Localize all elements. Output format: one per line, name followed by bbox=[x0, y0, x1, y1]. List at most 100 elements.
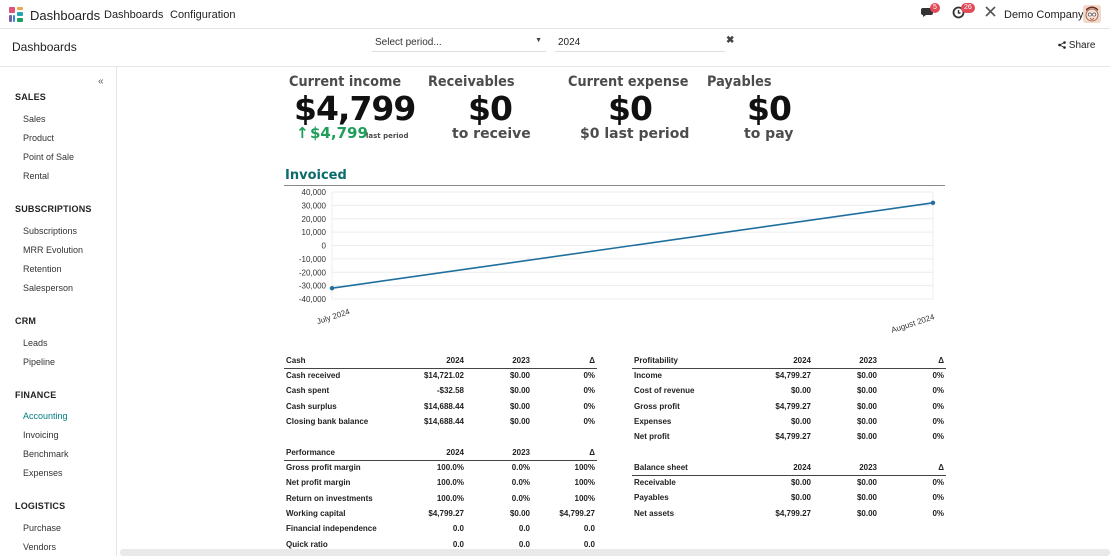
kpi-value-payables: $0 bbox=[747, 89, 792, 128]
cell: $0.00 bbox=[509, 401, 530, 411]
sidebar-item-retention[interactable]: Retention bbox=[23, 264, 62, 274]
cell: 0% bbox=[932, 386, 944, 396]
series-line bbox=[331, 202, 934, 289]
cell: 0.0 bbox=[518, 539, 530, 549]
cell: $4,799.27 bbox=[775, 508, 811, 518]
balance-sheet-header: Balance sheet bbox=[632, 461, 747, 476]
cell: $4,799.27 bbox=[428, 509, 464, 519]
cell: $0.00 bbox=[790, 386, 811, 396]
col-delta: Δ bbox=[879, 354, 946, 369]
y-tick-label: -20,000 bbox=[299, 268, 327, 277]
cell: $14,721.02 bbox=[423, 371, 464, 381]
invoiced-line-chart: 40,000 30,000 20,000 10,000 0 -10,000 -20,000 -… bbox=[299, 188, 936, 335]
data-point bbox=[329, 285, 335, 291]
data-point bbox=[930, 200, 936, 206]
cell: 100% bbox=[574, 463, 595, 473]
col-2023: 2023 bbox=[466, 446, 532, 461]
cell: 0.0% bbox=[511, 478, 530, 488]
table-row: Gross profit $4,799.27 $0.00 0% bbox=[632, 399, 946, 414]
horizontal-scrollbar[interactable] bbox=[120, 549, 1110, 556]
row-label: Expenses bbox=[634, 417, 672, 427]
cell: 0% bbox=[583, 386, 595, 396]
cell: 0.0 bbox=[452, 524, 464, 534]
sidebar-item-purchase[interactable]: Purchase bbox=[23, 523, 62, 533]
cell: $0.00 bbox=[856, 371, 877, 381]
cell: 0% bbox=[583, 371, 595, 381]
messages-badge: 5 bbox=[930, 3, 940, 13]
sidebar-section-logistics: LOGISTICS bbox=[15, 501, 66, 511]
cell: $0.00 bbox=[790, 417, 811, 427]
sidebar-item-pipeline[interactable]: Pipeline bbox=[23, 357, 56, 367]
cell: 0% bbox=[932, 432, 944, 442]
y-tick-label: -30,000 bbox=[299, 282, 327, 291]
row-label: Net profit margin bbox=[286, 478, 351, 488]
y-tick-label: 0 bbox=[322, 242, 327, 251]
kpi-title-current-income: Current income bbox=[289, 74, 402, 90]
sidebar-item-expenses[interactable]: Expenses bbox=[23, 468, 63, 478]
tools-icon bbox=[985, 6, 996, 17]
year-input[interactable]: 2024 bbox=[555, 34, 725, 52]
sidebar-item-product[interactable]: Product bbox=[23, 133, 55, 143]
messages-button[interactable]: 5 bbox=[921, 3, 940, 22]
cell: -$32.58 bbox=[436, 386, 464, 396]
table-row: Net profit $4,799.27 $0.00 0% bbox=[632, 429, 946, 444]
user-avatar[interactable] bbox=[1083, 5, 1101, 23]
row-label: Net profit bbox=[634, 432, 670, 442]
table-row: Return on investments 100.0% 0.0% 100% bbox=[284, 491, 597, 506]
app-title[interactable]: Dashboards bbox=[30, 8, 101, 23]
table-header-row: Cash 2024 2023 Δ bbox=[284, 354, 597, 369]
cash-header: Cash bbox=[284, 354, 404, 369]
cell: $0.00 bbox=[856, 386, 877, 396]
kpi-value-current-expense: $0 bbox=[608, 89, 653, 128]
period-select[interactable]: Select period... ▼ bbox=[372, 34, 546, 52]
cell: $0.00 bbox=[856, 432, 877, 442]
x-tick-label: August 2024 bbox=[890, 312, 936, 335]
sidebar-item-accounting[interactable]: Accounting bbox=[23, 411, 68, 421]
cell: $0.00 bbox=[856, 508, 877, 518]
cell: 0% bbox=[932, 417, 944, 427]
cell: $4,799.27 bbox=[775, 401, 811, 411]
col-delta: Δ bbox=[532, 446, 597, 461]
kpi-value-receivables: $0 bbox=[468, 89, 513, 128]
company-switcher[interactable]: Demo Company bbox=[1004, 9, 1084, 21]
sidebar-item-vendors[interactable]: Vendors bbox=[23, 542, 57, 552]
row-label: Gross profit bbox=[634, 401, 680, 411]
debug-tools-button[interactable] bbox=[984, 5, 997, 21]
cell: 100% bbox=[574, 478, 595, 488]
table-row: Receivable $0.00 $0.00 0% bbox=[632, 475, 946, 490]
sidebar-item-subscriptions[interactable]: Subscriptions bbox=[23, 226, 78, 236]
row-label: Financial independence bbox=[286, 524, 377, 534]
sidebar-item-invoicing[interactable]: Invoicing bbox=[23, 430, 59, 440]
clear-filter-icon[interactable]: ✖ bbox=[726, 35, 735, 46]
cash-table: Cash 2024 2023 Δ Cash received $14,721.02… bbox=[284, 354, 597, 429]
row-label: Income bbox=[634, 371, 663, 381]
menu-configuration[interactable]: Configuration bbox=[170, 9, 236, 21]
menu-dashboards[interactable]: Dashboards bbox=[104, 9, 164, 21]
col-2023: 2023 bbox=[813, 354, 879, 369]
sidebar-item-point-of-sale[interactable]: Point of Sale bbox=[23, 152, 75, 162]
sidebar-item-rental[interactable]: Rental bbox=[23, 171, 50, 181]
row-label: Return on investments bbox=[286, 493, 373, 503]
sidebar-item-leads[interactable]: Leads bbox=[23, 338, 48, 348]
dashboards-app-icon[interactable] bbox=[9, 7, 23, 22]
col-2024: 2024 bbox=[404, 354, 466, 369]
sidebar-item-mrr-evolution[interactable]: MRR Evolution bbox=[23, 245, 84, 255]
chart-title: Invoiced bbox=[285, 168, 347, 183]
collapse-sidebar-icon[interactable]: « bbox=[98, 76, 104, 87]
cell: 0% bbox=[583, 417, 595, 427]
table-row: Cash spent -$32.58 $0.00 0% bbox=[284, 383, 597, 398]
kpi-title-payables: Payables bbox=[707, 74, 772, 90]
col-2024: 2024 bbox=[747, 354, 813, 369]
sidebar-item-sales[interactable]: Sales bbox=[23, 114, 46, 124]
share-button[interactable]: Share bbox=[1058, 40, 1095, 51]
sidebar-item-salesperson[interactable]: Salesperson bbox=[23, 283, 74, 293]
sidebar-item-benchmark[interactable]: Benchmark bbox=[23, 449, 69, 459]
cell: $0.00 bbox=[856, 417, 877, 427]
y-tick-label: 30,000 bbox=[302, 201, 327, 210]
activities-badge: 26 bbox=[961, 3, 975, 13]
activities-button[interactable]: 26 bbox=[952, 3, 975, 22]
cell: 0% bbox=[932, 371, 944, 381]
cell: $0.00 bbox=[509, 371, 530, 381]
table-header-row: Balance sheet 2024 2023 Δ bbox=[632, 461, 946, 476]
table-row: Income $4,799.27 $0.00 0% bbox=[632, 368, 946, 383]
